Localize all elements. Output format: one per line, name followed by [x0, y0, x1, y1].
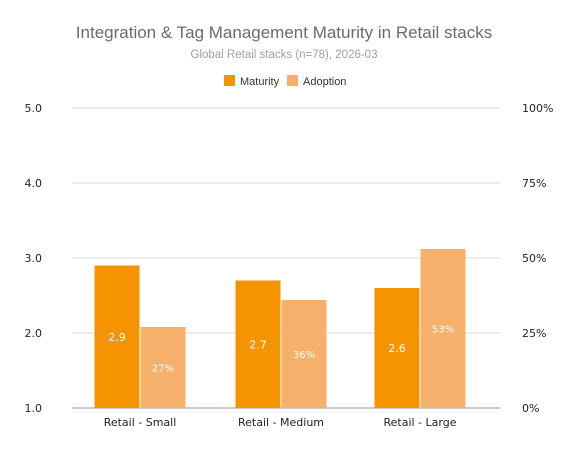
y-right-tick-label: 25%: [522, 327, 546, 340]
y-right-tick-label: 50%: [522, 252, 546, 265]
y-right-tick-label: 0%: [522, 402, 539, 415]
data-label-adoption: 27%: [152, 364, 174, 375]
bar-adoption: [140, 327, 186, 408]
y-axis-left: 1.0 2.0 3.0 4.0 5.0: [25, 102, 43, 415]
bar-adoption: [281, 300, 327, 408]
legend: Maturity Adoption: [224, 75, 346, 88]
y-left-tick-label: 3.0: [25, 252, 43, 265]
y-left-tick-label: 2.0: [25, 327, 43, 340]
y-left-tick-label: 1.0: [25, 402, 43, 415]
legend-swatch-maturity: [224, 75, 235, 86]
y-axis-right: 0% 25% 50% 75% 100%: [522, 102, 553, 415]
x-axis-categories: Retail - Small Retail - Medium Retail - La…: [104, 416, 457, 429]
bars: 2.9 27% 2.7 36% 2.6 53%: [94, 249, 466, 408]
x-category-label: Retail - Large: [384, 416, 457, 429]
legend-label-adoption: Adoption: [303, 76, 346, 88]
bar-maturity: [374, 288, 420, 408]
legend-swatch-adoption: [287, 75, 298, 86]
data-label-maturity: 2.7: [249, 338, 267, 351]
legend-label-maturity: Maturity: [240, 76, 280, 88]
data-label-maturity: 2.6: [388, 342, 406, 355]
bar-maturity: [235, 280, 281, 408]
data-label-adoption: 53%: [432, 325, 454, 336]
bar-adoption: [420, 249, 466, 408]
data-label-adoption: 36%: [293, 350, 315, 361]
y-right-tick-label: 100%: [522, 102, 553, 115]
x-category-label: Retail - Medium: [238, 416, 324, 429]
bar-maturity: [94, 265, 140, 408]
x-category-label: Retail - Small: [104, 416, 177, 429]
y-left-tick-label: 4.0: [25, 177, 43, 190]
y-right-tick-label: 75%: [522, 177, 546, 190]
y-left-tick-label: 5.0: [25, 102, 43, 115]
data-label-maturity: 2.9: [108, 331, 126, 344]
chart-subtitle: Global Retail stacks (n=78), 2026-03: [191, 49, 378, 61]
chart-title: Integration & Tag Management Maturity in…: [76, 23, 492, 42]
